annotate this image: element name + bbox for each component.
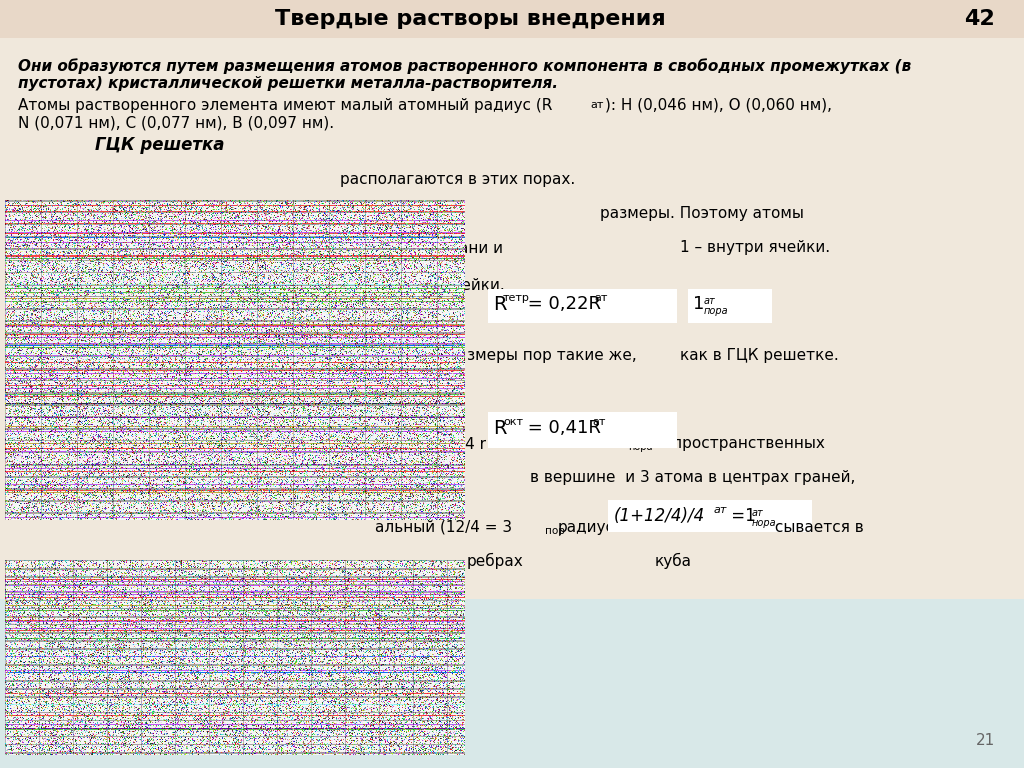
- Text: Они образуются путем размещения атомов растворенного компонента в свободных пром: Они образуются путем размещения атомов р…: [18, 58, 911, 74]
- Text: 2 – в центре и 1 – в центре соседней ячейки.: 2 – в центре и 1 – в центре соседней яче…: [140, 278, 505, 293]
- Text: альный (12/4 = 3: альный (12/4 = 3: [375, 520, 512, 535]
- Text: ребрах: ребрах: [467, 553, 523, 569]
- Text: в вершине  и 3 атома в центрах граней,: в вершине и 3 атома в центрах граней,: [530, 470, 855, 485]
- Text: ат: ат: [628, 432, 640, 442]
- Text: N (0,071 нм), С (0,077 нм), В (0,097 нм).: N (0,071 нм), С (0,077 нм), В (0,097 нм)…: [18, 116, 334, 131]
- Text: ел1: ел1: [608, 436, 637, 451]
- Text: ат: ат: [590, 100, 603, 110]
- Text: на пространственных: на пространственных: [643, 436, 825, 451]
- Text: = 0,41R: = 0,41R: [522, 419, 601, 437]
- Text: ат: ат: [594, 293, 607, 303]
- Text: 21: 21: [976, 733, 995, 748]
- Text: = 0,22R: = 0,22R: [522, 295, 601, 313]
- Text: тома: один: тома: один: [375, 470, 464, 485]
- Text: R: R: [493, 419, 507, 438]
- Text: размеры. Поэтому атомы: размеры. Поэтому атомы: [600, 206, 804, 221]
- FancyBboxPatch shape: [688, 289, 772, 323]
- Text: ах имеют большие: ах имеют большие: [120, 206, 271, 221]
- Bar: [0, 0, 1024, 38]
- Text: R: R: [493, 294, 507, 313]
- Text: пора: пора: [705, 306, 729, 316]
- Text: сывается в: сывается в: [770, 520, 864, 535]
- Text: дятся на 1/4 r: дятся на 1/4 r: [375, 436, 486, 451]
- Text: Атомы растворенного элемента имеют малый атомный радиус (R: Атомы растворенного элемента имеют малый…: [18, 98, 552, 113]
- Bar: [0, 599, 1024, 768]
- Text: тетр: тетр: [503, 293, 529, 303]
- Text: куба: куба: [655, 553, 692, 569]
- Text: пор: пор: [545, 526, 565, 536]
- Text: (1+12/4)/4: (1+12/4)/4: [614, 507, 706, 525]
- Text: 1 – внутри ячейки.: 1 – внутри ячейки.: [680, 240, 830, 255]
- Text: ат: ат: [705, 296, 716, 306]
- Text: ): H (0,046 нм), О (0,060 нм),: ): H (0,046 нм), О (0,060 нм),: [605, 98, 831, 113]
- Text: располагаются в этих порах.: располагаются в этих порах.: [340, 172, 575, 187]
- Text: пора: пора: [628, 442, 652, 452]
- Text: ат: ат: [752, 508, 764, 518]
- Text: Твердые растворы внедрения: Твердые растворы внедрения: [274, 9, 666, 29]
- Text: =1: =1: [726, 507, 756, 525]
- Text: нора: нора: [752, 518, 776, 528]
- Text: дору образуют 4 атома: 3 – на верхней грани и: дору образуют 4 атома: 3 – на верхней гр…: [120, 240, 503, 257]
- Text: ат: ат: [592, 417, 605, 427]
- Text: ГЦК решетка: ГЦК решетка: [95, 136, 224, 154]
- Text: как в ГЦК решетке.: как в ГЦК решетке.: [680, 348, 839, 363]
- Text: 1: 1: [693, 295, 705, 313]
- Text: окт: окт: [503, 417, 523, 427]
- Text: пустотах) кристаллической решетки металла-растворителя.: пустотах) кристаллической решетки металл…: [18, 76, 558, 91]
- Text: змеры пор такие же,: змеры пор такие же,: [467, 348, 637, 363]
- Text: ат: ат: [714, 505, 727, 515]
- Text: 42: 42: [965, 9, 995, 29]
- FancyBboxPatch shape: [488, 289, 677, 323]
- FancyBboxPatch shape: [608, 500, 812, 532]
- FancyBboxPatch shape: [488, 412, 677, 448]
- Text: радиус: радиус: [558, 520, 615, 535]
- Text: 1) Октапору образует 6 атомов: 3 – на ве: 1) Октапору образует 6 атомов: 3 – на ве: [120, 313, 454, 329]
